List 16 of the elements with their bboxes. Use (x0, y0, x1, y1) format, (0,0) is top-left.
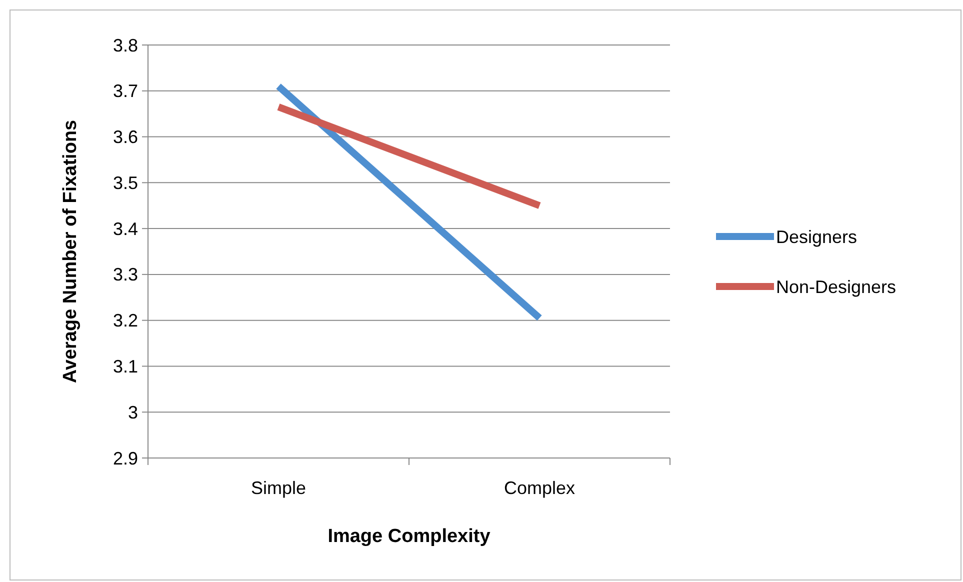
y-tick-label: 3 (128, 402, 138, 422)
y-tick-label: 3.7 (112, 81, 138, 102)
y-axis-title: Average Number of Fixations (60, 120, 81, 384)
x-tick-label: Simple (250, 478, 306, 498)
y-tick-label: 2.9 (112, 448, 138, 468)
y-tick-label: 3.5 (112, 172, 138, 193)
y-tick-label: 3.6 (112, 127, 138, 148)
y-tick-label: 3.3 (112, 264, 138, 285)
y-tick-label: 3.1 (112, 356, 138, 377)
x-tick-label: Complex (504, 478, 576, 498)
y-tick-label: 3.4 (112, 218, 138, 239)
y-tick-label: 3.8 (112, 35, 138, 56)
legend-label: Designers (776, 226, 858, 247)
x-axis-title: Image Complexity (328, 526, 491, 547)
legend-label: Non-Designers (776, 276, 896, 297)
y-tick-label: 3.2 (112, 310, 138, 331)
